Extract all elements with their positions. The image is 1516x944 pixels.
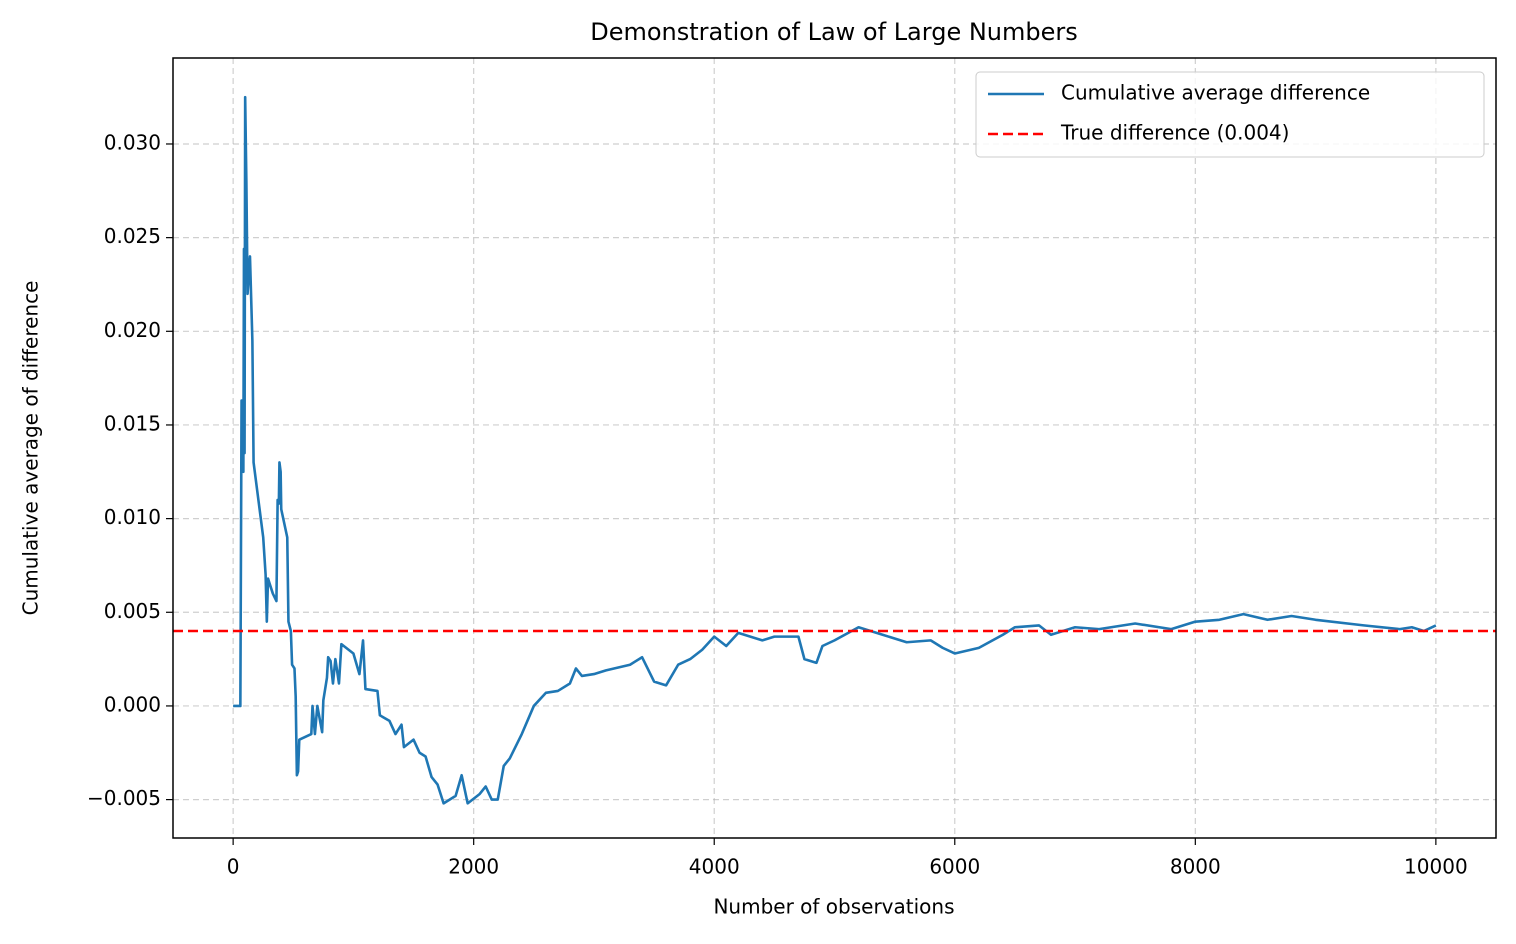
y-tick-label: 0.020 — [104, 318, 161, 342]
x-tick-label: 10000 — [1404, 855, 1468, 879]
chart-title: Demonstration of Law of Large Numbers — [590, 18, 1078, 46]
y-tick-label: 0.025 — [104, 224, 161, 248]
x-tick-label: 0 — [227, 855, 240, 879]
y-tick-label: 0.010 — [104, 505, 161, 529]
y-tick-label: 0.030 — [104, 130, 161, 154]
x-tick-label: 6000 — [929, 855, 980, 879]
x-tick-label: 8000 — [1170, 855, 1221, 879]
legend-label: True difference (0.004) — [1060, 121, 1289, 145]
x-tick-label: 2000 — [448, 855, 499, 879]
y-tick-label: 0.000 — [104, 692, 161, 716]
x-tick-label: 4000 — [689, 855, 740, 879]
data-line — [233, 95, 1437, 805]
y-tick-label: −0.005 — [87, 786, 161, 810]
legend-box — [975, 71, 1485, 158]
legend-label: Cumulative average difference — [1061, 81, 1370, 105]
x-axis-label: Number of observations — [713, 895, 954, 919]
y-axis-label: Cumulative average of difference — [19, 281, 43, 616]
plot-frame — [172, 57, 1497, 839]
y-tick-label: 0.005 — [104, 599, 161, 623]
y-tick-label: 0.015 — [104, 411, 161, 435]
